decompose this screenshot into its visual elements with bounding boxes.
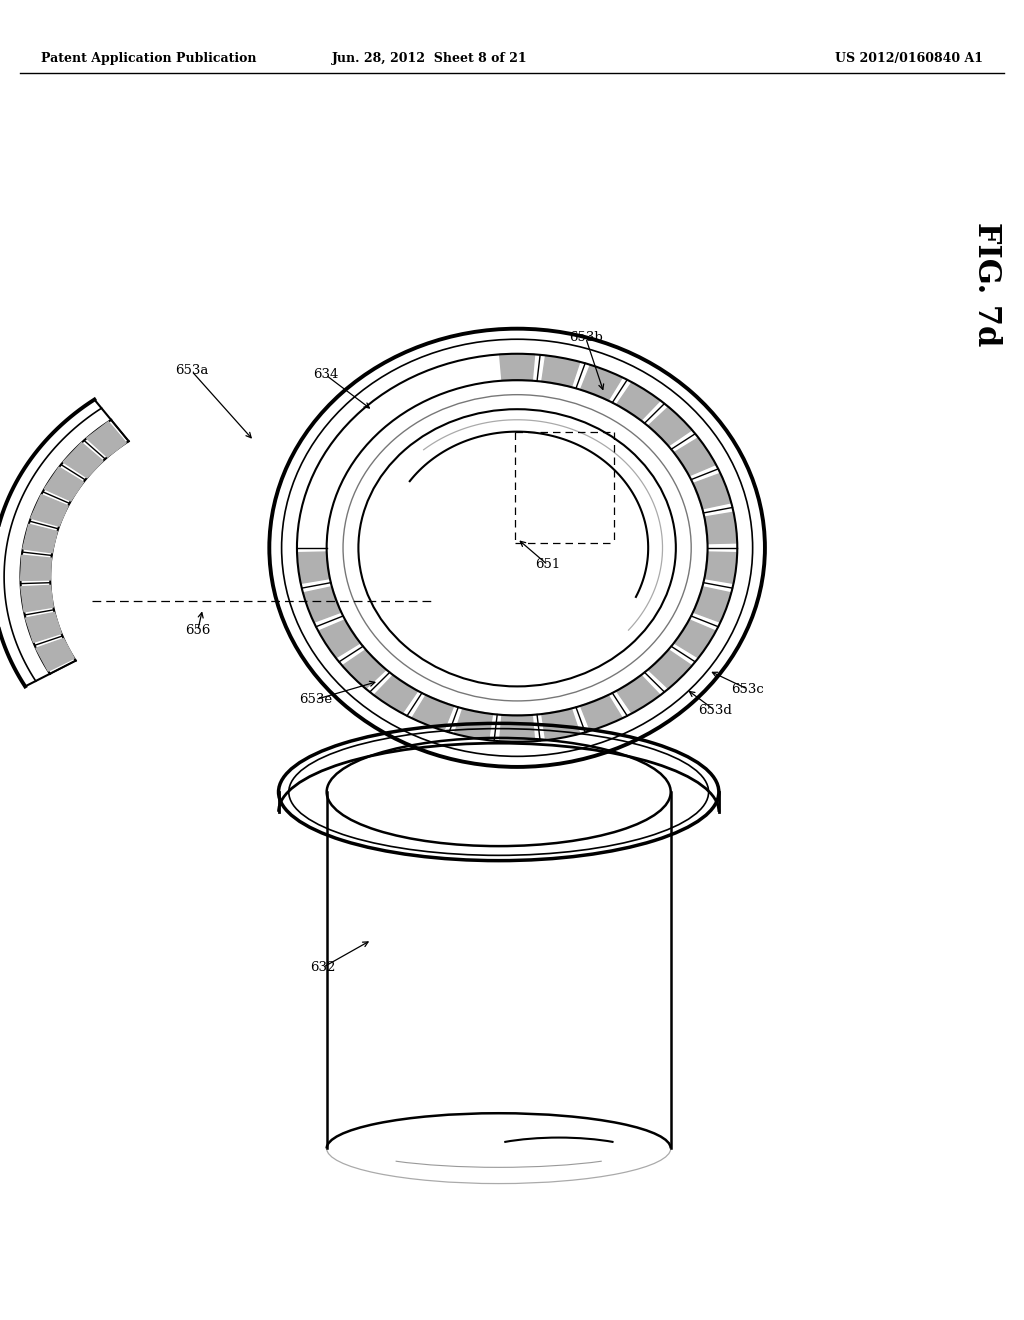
- Polygon shape: [648, 649, 692, 689]
- Polygon shape: [412, 696, 454, 731]
- Text: FIG. 7d: FIG. 7d: [971, 222, 1001, 346]
- Polygon shape: [374, 675, 418, 713]
- Polygon shape: [648, 407, 692, 446]
- Polygon shape: [500, 715, 535, 742]
- Polygon shape: [342, 649, 386, 689]
- Polygon shape: [36, 639, 74, 671]
- Polygon shape: [693, 587, 731, 622]
- Polygon shape: [705, 552, 737, 583]
- Polygon shape: [20, 585, 53, 612]
- Polygon shape: [674, 438, 716, 475]
- Polygon shape: [303, 587, 341, 622]
- Polygon shape: [705, 512, 737, 544]
- Polygon shape: [44, 467, 84, 500]
- Polygon shape: [26, 612, 61, 643]
- Polygon shape: [23, 524, 57, 553]
- Polygon shape: [616, 383, 660, 421]
- Text: 653c: 653c: [731, 682, 764, 696]
- Text: 656: 656: [185, 624, 210, 638]
- Polygon shape: [542, 709, 580, 741]
- Polygon shape: [20, 556, 51, 581]
- Polygon shape: [674, 620, 716, 657]
- Polygon shape: [581, 696, 623, 731]
- Text: 653d: 653d: [697, 704, 732, 717]
- Polygon shape: [581, 364, 623, 400]
- Polygon shape: [616, 675, 660, 713]
- Text: 632: 632: [310, 961, 335, 974]
- Text: 653a: 653a: [175, 364, 208, 378]
- Polygon shape: [63, 442, 103, 478]
- Text: 651: 651: [536, 558, 560, 572]
- Polygon shape: [693, 474, 731, 508]
- Polygon shape: [500, 354, 535, 380]
- Text: 634: 634: [313, 368, 338, 381]
- Text: Patent Application Publication: Patent Application Publication: [41, 51, 256, 65]
- Polygon shape: [542, 355, 580, 387]
- Text: 653b: 653b: [569, 331, 602, 345]
- Text: Jun. 28, 2012  Sheet 8 of 21: Jun. 28, 2012 Sheet 8 of 21: [332, 51, 528, 65]
- Polygon shape: [297, 552, 330, 583]
- Polygon shape: [318, 620, 360, 657]
- Polygon shape: [87, 421, 126, 457]
- Polygon shape: [455, 709, 493, 741]
- Polygon shape: [31, 495, 69, 527]
- Text: US 2012/0160840 A1: US 2012/0160840 A1: [835, 51, 983, 65]
- Text: 653e: 653e: [299, 693, 332, 706]
